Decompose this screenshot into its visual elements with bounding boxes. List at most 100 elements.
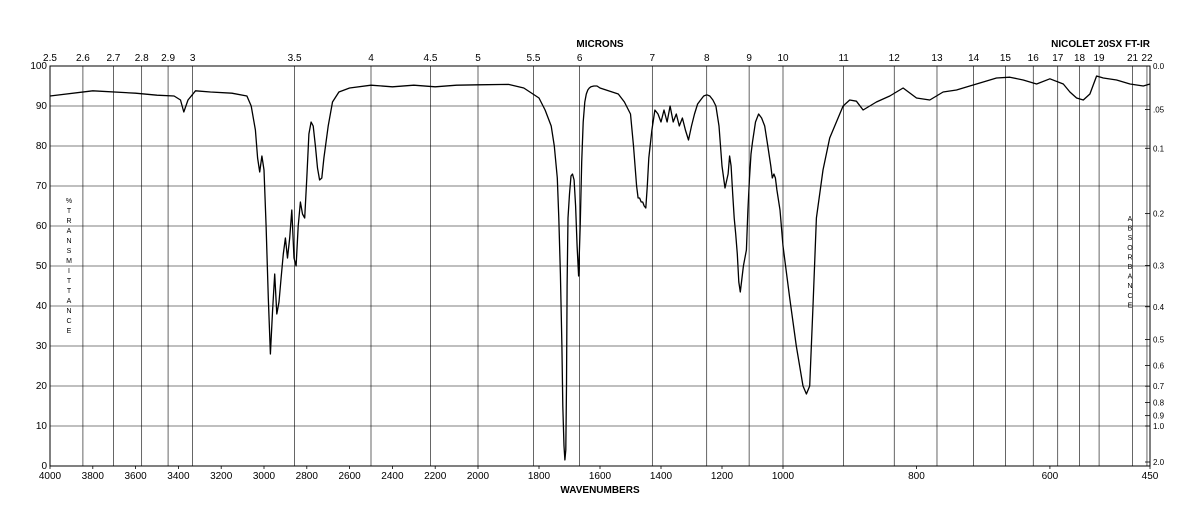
y-tick-label: 40: [36, 301, 48, 312]
y-axis-label-right-char: B: [1128, 264, 1133, 271]
x-tick-label: 800: [908, 471, 925, 482]
absorbance-tick-label: 0.6: [1153, 362, 1165, 371]
x-tick-label: 3800: [82, 471, 105, 482]
micron-tick-label: 8: [704, 53, 710, 64]
micron-tick-label: 2.6: [76, 53, 90, 64]
micron-tick-label: 6: [577, 53, 583, 64]
tick-labels: 2.5 2.6 2.7 2.8 2.9 3 3.5 4 4.5 5 5.5 6 7 8 9 10 11 12 13 1…: [30, 53, 1164, 482]
micron-tick-label: 5: [475, 53, 481, 64]
absorbance-tick-label: 0.0: [1153, 62, 1165, 71]
micron-tick-label: 17: [1052, 53, 1064, 64]
micron-tick-label: 21: [1127, 53, 1139, 64]
spectrum-line: [49, 75, 1151, 461]
y-axis-label-char: A: [67, 298, 72, 305]
x-tick-label: 2600: [338, 471, 361, 482]
y-axis-label-right-char: N: [1127, 283, 1132, 290]
x-tick-label: 1000: [772, 471, 795, 482]
absorbance-tick-label: 0.9: [1153, 412, 1165, 421]
x-tick-label: 2400: [381, 471, 404, 482]
micron-tick-label: 7: [650, 53, 656, 64]
micron-tick-label: 3.5: [288, 53, 302, 64]
y-tick-label: 30: [36, 341, 48, 352]
absorbance-tick-label: 0.2: [1153, 210, 1165, 219]
micron-tick-label: 16: [1028, 53, 1040, 64]
micron-tick-label: 10: [777, 53, 789, 64]
micron-tick-label: 14: [968, 53, 980, 64]
y-axis-label-right-char: E: [1128, 302, 1133, 309]
y-axis-label-char: T: [67, 288, 72, 295]
micron-tick-label: 4: [368, 53, 374, 64]
x-tick-label: 2200: [424, 471, 447, 482]
y-axis-label-char: T: [67, 278, 72, 285]
absorbance-tick-label: 0.7: [1153, 382, 1165, 391]
micron-tick-label: 9: [746, 53, 752, 64]
absorbance-tick-label: 0.5: [1153, 336, 1165, 345]
x-tick-label: 4000: [39, 471, 62, 482]
y-axis-label-right-char: A: [1128, 216, 1133, 223]
y-axis-label-char: R: [66, 218, 71, 225]
y-axis-label-char: M: [66, 258, 72, 265]
y-axis-label-char: N: [66, 308, 71, 315]
absorbance-tick-label: .05: [1153, 105, 1165, 114]
y-axis-label-right-char: S: [1128, 235, 1133, 242]
micron-tick-label: 2.7: [106, 53, 120, 64]
y-axis-label-char: I: [68, 268, 70, 275]
micron-tick-label: 19: [1094, 53, 1106, 64]
y-tick-label: 0: [41, 461, 47, 472]
y-axis-label-char: C: [66, 318, 71, 325]
y-axis-label-right-char: B: [1128, 226, 1133, 233]
y-tick-label: 10: [36, 421, 48, 432]
y-axis-label-right-char: O: [1127, 245, 1133, 252]
micron-tick-label: 18: [1074, 53, 1086, 64]
y-axis-label-right-char: R: [1127, 254, 1132, 261]
y-tick-label: 60: [36, 221, 48, 232]
absorbance-tick-label: 2.0: [1153, 458, 1165, 467]
x-tick-label: 1400: [650, 471, 673, 482]
micron-tick-label: 13: [931, 53, 943, 64]
x-tick-label: 1800: [528, 471, 551, 482]
x-tick-label: 450: [1142, 471, 1159, 482]
x-axis-label: WAVENUMBERS: [560, 485, 640, 496]
y-tick-label: 90: [36, 101, 48, 112]
microns-header: MICRONS: [576, 39, 624, 50]
y-axis-label-right-char: A: [1128, 274, 1133, 281]
micron-tick-label: 12: [889, 53, 901, 64]
y-axis-label-char: %: [66, 198, 72, 205]
micron-tick-label: 2.9: [161, 53, 175, 64]
x-tick-label: 3600: [124, 471, 147, 482]
y-axis-label-right-char: C: [1127, 293, 1132, 300]
micron-tick-label: 11: [838, 53, 849, 64]
y-axis-label-char: N: [66, 238, 71, 245]
absorbance-tick-label: 0.4: [1153, 303, 1165, 312]
x-tick-label: 1200: [711, 471, 734, 482]
grid: [49, 65, 1150, 467]
absorbance-tick-label: 0.1: [1153, 144, 1165, 153]
absorbance-tick-label: 0.3: [1153, 262, 1165, 271]
x-tick-label: 3200: [210, 471, 233, 482]
y-tick-label: 50: [36, 261, 48, 272]
micron-tick-label: 2.5: [43, 53, 57, 64]
x-tick-label: 2800: [296, 471, 319, 482]
y-axis-label-char: S: [67, 248, 72, 255]
micron-tick-label: 3: [190, 53, 196, 64]
y-tick-label: 20: [36, 381, 48, 392]
micron-tick-label: 5.5: [527, 53, 541, 64]
x-tick-label: 2000: [467, 471, 490, 482]
y-axis-label-char: A: [67, 228, 72, 235]
x-tick-label: 600: [1042, 471, 1059, 482]
y-axis-label-char: E: [67, 328, 72, 335]
y-tick-label: 70: [36, 181, 48, 192]
absorbance-tick-label: 0.8: [1153, 399, 1165, 408]
instrument-label: NICOLET 20SX FT-IR: [1051, 39, 1151, 50]
absorbance-tick-label: 1.0: [1153, 422, 1165, 431]
micron-tick-label: 22: [1141, 53, 1153, 64]
y-axis-label-char: T: [67, 208, 72, 215]
micron-tick-label: 2.8: [135, 53, 149, 64]
x-tick-label: 3400: [167, 471, 190, 482]
x-tick-label: 3000: [253, 471, 276, 482]
y-tick-label: 80: [36, 141, 48, 152]
